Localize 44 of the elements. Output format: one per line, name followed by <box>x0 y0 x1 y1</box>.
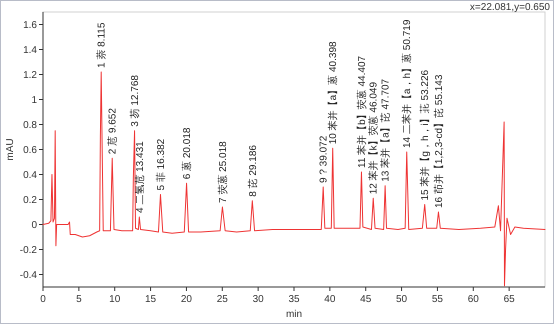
annotation: 11 苯并【b】荧蒽 44.407 <box>356 55 368 168</box>
annotation: 14 二苯并【a，h】蒽 50.719 <box>401 19 414 148</box>
annotation: 15 苯并【g，h，i】苝 53.226 <box>419 69 432 200</box>
x-tick-label: 60 <box>468 294 480 305</box>
y-tick-label: 0.2 <box>23 195 38 206</box>
x-tick-label: 30 <box>252 294 264 305</box>
y-axis-title: mAU <box>5 138 16 161</box>
x-tick-label: 10 <box>109 294 121 305</box>
y-tick-label: 0.8 <box>23 120 38 131</box>
x-tick-label: 45 <box>360 294 372 305</box>
annotation: 5 菲 16.382 <box>154 138 167 190</box>
x-axis-title: min <box>286 309 302 320</box>
x-tick-label: 15 <box>145 294 157 305</box>
x-tick-label: 20 <box>180 294 192 305</box>
annotation: 1 萘 8.115 <box>96 22 108 68</box>
x-tick-label: 55 <box>432 294 444 305</box>
x-tick-label: 50 <box>396 294 408 305</box>
annotation: 12 苯并【k】荧蒽 46.049 <box>368 82 380 194</box>
annotation: x=22.081,y=0.650 <box>470 2 550 13</box>
y-tick-label: 1.4 <box>23 45 38 56</box>
annotation: 2 苊 9.652 <box>106 108 119 154</box>
y-tick-label: 1.2 <box>23 70 38 81</box>
x-tick-label: 5 <box>76 294 82 305</box>
x-tick-label: 40 <box>324 294 336 305</box>
x-tick-label: 25 <box>216 294 228 305</box>
y-tick-label: 1.6 <box>23 20 38 31</box>
y-tick-label: -0.4 <box>20 270 38 281</box>
y-tick-label: 0 <box>31 220 38 231</box>
annotation: 8 芘 29.186 <box>246 144 259 197</box>
annotation: 13 苯并【a】芘 47.707 <box>380 78 392 182</box>
annotation: 4 二氢苊 13.431 <box>134 140 146 213</box>
y-tick-label: 0.4 <box>23 170 38 181</box>
annotation: 10 苯并【a】蒽 40.398 <box>327 40 340 144</box>
x-tick-label: 0 <box>40 294 46 305</box>
y-tick-label: 1 <box>31 95 38 106</box>
y-tick-label: -0.2 <box>20 245 38 256</box>
x-tick-label: 35 <box>288 294 300 305</box>
annotation: 6 蒽 20.018 <box>181 127 194 180</box>
x-tick-label: 65 <box>504 294 516 305</box>
annotation: 3 芴 12.768 <box>129 74 142 127</box>
annotation: 16 茚并【1,2,3-cd】芘 55.143 <box>432 74 445 208</box>
y-tick-label: 0.6 <box>23 145 38 156</box>
annotation: 7 荧蒽 25.018 <box>216 140 229 203</box>
annotation: 9 ? 39.072 <box>318 135 330 183</box>
